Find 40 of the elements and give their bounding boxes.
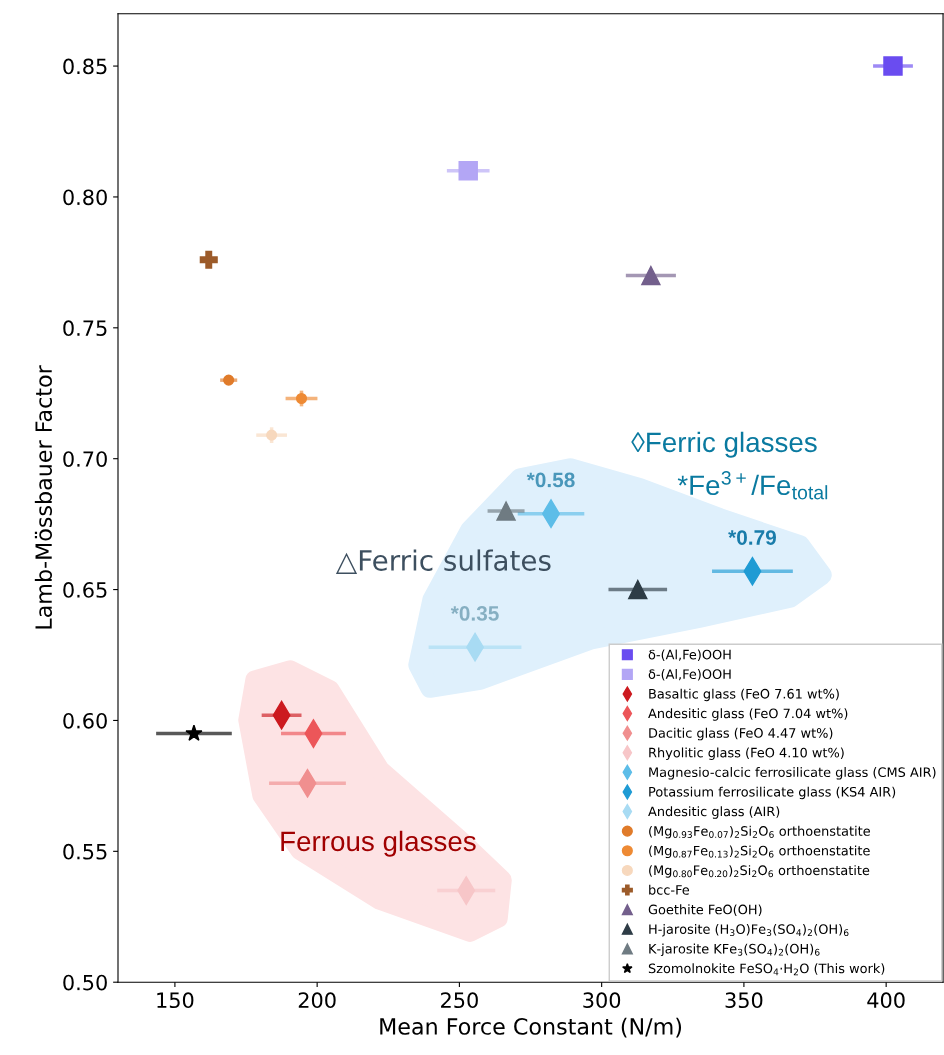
legend-label: Magnesio-calcic ferrosilicate glass (CMS AIR) [649, 767, 936, 780]
y-tick-label: 0.70 [63, 451, 107, 467]
text: H-jarosite (H$_{3}$O)Fe$_{3}$(SO$_{4}$)$_{2}$(OH)$_{6}$ [649, 923, 849, 937]
text: (Mg$_{0.87}$Fe$_{0.13}$)$_{2}$Si$_{2}$O$_{6}$ orthoenstatite [649, 845, 870, 858]
y-axis-title: Lamb-Mössbauer Factor [34, 365, 53, 629]
y-tick-label: 0.55 [63, 843, 107, 860]
x-tick-label: 300 [583, 992, 621, 1009]
legend-label: δ-(Al,Fe)OOH [648, 669, 731, 681]
legend-label: Basaltic glass (FeO 7.61 wt%) [649, 688, 839, 702]
x-tick-label: 200 [298, 992, 336, 1009]
y-tick-label: 0.65 [63, 582, 107, 598]
y-tick-label: 0.75 [63, 320, 107, 337]
legend-label: Rhyolitic glass (FeO 4.10 wt%) [649, 747, 844, 760]
x-tick-label: 350 [725, 992, 763, 1009]
legend-label: Goethite FeO(OH) [648, 904, 762, 916]
x-tick-label: 250 [441, 992, 478, 1009]
legend-label: bcc-Fe [649, 884, 690, 895]
annotation: △Ferric sulfates [335, 549, 551, 574]
annotation: *Fe$^{3+}$/Fe$_{total}$ [677, 470, 828, 500]
y-tick-label: 0.50 [63, 974, 107, 991]
annotation: *0.58 [526, 472, 575, 488]
legend-label: Potassium ferrosilicate glass (KS4 AIR) [649, 786, 896, 800]
y-tick-label: 0.60 [63, 712, 107, 729]
annotation: *0.35 [450, 606, 499, 621]
legend-label: Andesitic glass (FeO 7.04 wt%) [648, 708, 848, 721]
annotation: ◊Ferric glasses [631, 431, 817, 458]
annotation: *0.79 [728, 530, 776, 545]
y-tick-label: 0.80 [63, 189, 107, 206]
legend-label: δ-(Al,Fe)OOH [648, 649, 731, 661]
x-axis-title: Mean Force Constant (N/m) [380, 1017, 682, 1038]
annotation: Ferrous glasses [281, 830, 476, 857]
x-tick-label: 150 [157, 992, 194, 1009]
y-tick-label: 0.85 [63, 58, 107, 75]
legend-label: Szomolnokite FeSO$_{4}$·H$_{2}$O (This work) [648, 963, 885, 976]
legend-label: K-jarosite KFe$_{3}$(SO$_{4}$)$_{2}$(OH)$_{6}$ [649, 943, 820, 957]
legend-label: Andesitic glass (AIR) [648, 806, 780, 819]
text: (Mg$_{0.93}$Fe$_{0.07}$)$_{2}$Si$_{2}$O$_{6}$ orthoenstatite [649, 825, 870, 839]
x-tick-label: 400 [867, 992, 905, 1009]
legend-label: Dacitic glass (FeO 4.47 wt%) [649, 727, 833, 741]
text: (Mg$_{0.80}$Fe$_{0.20}$)$_{2}$Si$_{2}$O$_{6}$ orthoenstatite [649, 865, 870, 878]
